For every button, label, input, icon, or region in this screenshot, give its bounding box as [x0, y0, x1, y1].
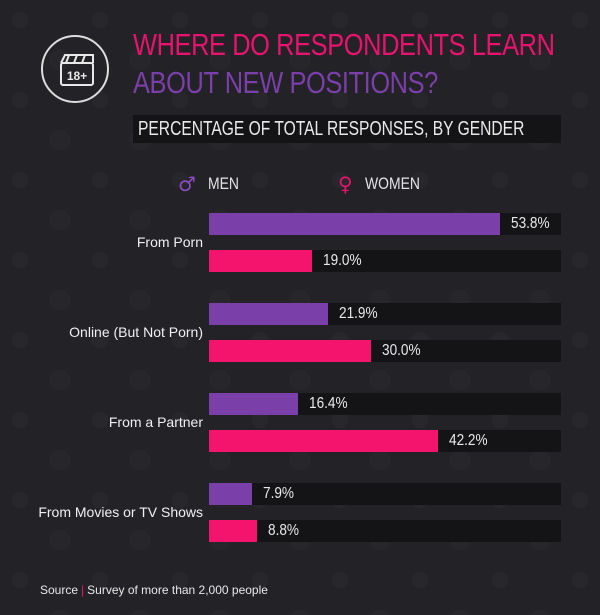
legend-men-label: MEN [207, 174, 239, 193]
bar-women [209, 520, 257, 542]
icon-rating-text: 18+ [67, 69, 87, 83]
legend-men: ♂ MEN [178, 172, 246, 196]
bar-men [209, 483, 252, 505]
female-symbol-icon: ♀ [338, 172, 353, 196]
data-label: 30.0% [382, 342, 421, 359]
data-label: 8.8% [268, 522, 299, 539]
source-separator: | [81, 583, 85, 597]
source-note: Source | Survey of more than 2,000 people [40, 583, 268, 597]
bar-track [209, 483, 561, 505]
category-label: From Porn [136, 234, 203, 250]
legend-women-label: WOMEN [364, 174, 420, 193]
bar-track [209, 520, 561, 542]
data-label: 19.0% [323, 252, 362, 269]
bar-men [209, 213, 500, 235]
bar-men [209, 393, 298, 415]
subtitle-box [133, 115, 561, 143]
legend-women: ♀ WOMEN [338, 172, 432, 196]
source-text: Survey of more than 2,000 people [87, 583, 268, 597]
title-line-1: WHERE DO RESPONDENTS LEARN [133, 27, 555, 62]
male-symbol-icon: ♂ [178, 172, 196, 196]
bar-men [209, 303, 328, 325]
bar-women [209, 430, 438, 452]
data-label: 53.8% [511, 215, 550, 232]
category-label: Online (But Not Porn) [69, 324, 203, 340]
data-label: 7.9% [263, 485, 294, 502]
clapperboard-18-icon: 18+ [41, 35, 109, 103]
category-label: From a Partner [108, 414, 203, 430]
chart-title: WHERE DO RESPONDENTS LEARN ABOUT NEW POS… [133, 26, 555, 102]
category-label: From Movies or TV Shows [38, 504, 203, 520]
title-line-2: ABOUT NEW POSITIONS? [133, 65, 438, 100]
chart-subtitle: PERCENTAGE OF TOTAL RESPONSES, BY GENDER [138, 118, 525, 140]
data-label: 21.9% [339, 305, 378, 322]
data-label: 16.4% [309, 395, 348, 412]
source-label: Source [40, 583, 79, 597]
data-label: 42.2% [449, 432, 488, 449]
bar-women [209, 340, 371, 362]
bar-women [209, 250, 312, 272]
